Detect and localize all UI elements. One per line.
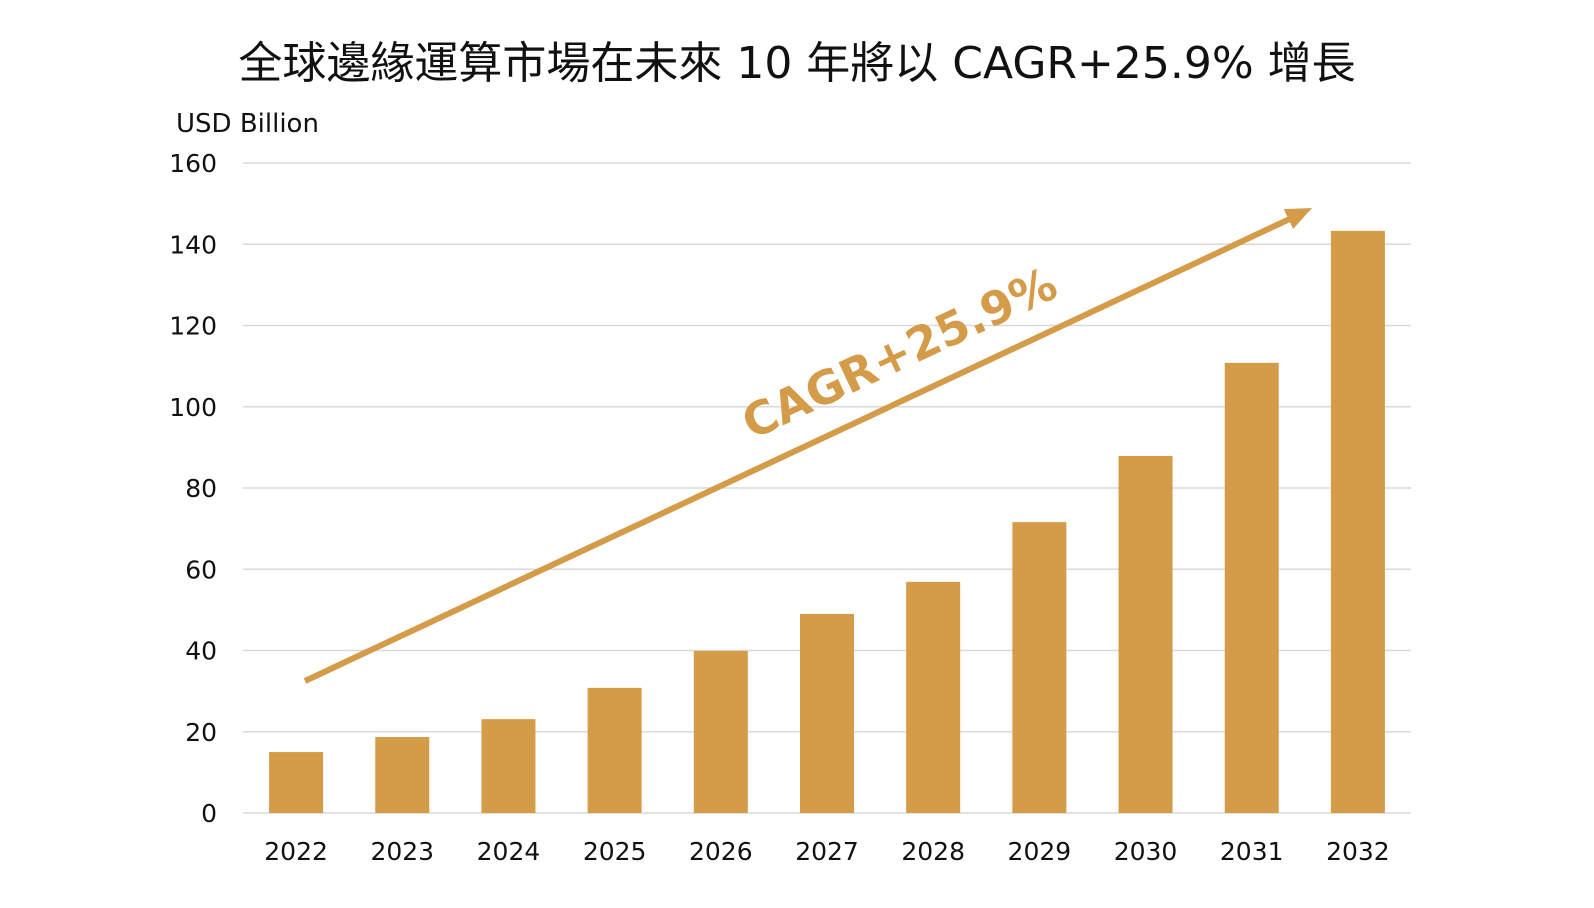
bar-2024 <box>481 719 536 813</box>
y-tick-label: 40 <box>185 637 217 666</box>
y-tick-label: 160 <box>169 149 217 178</box>
y-tick-label: 60 <box>185 555 217 584</box>
bar-2031 <box>1224 362 1279 813</box>
cagr-annotation: CAGR+25.9% <box>734 256 1065 450</box>
x-tick-label: 2030 <box>1114 837 1178 866</box>
arrow-head-icon <box>1283 208 1312 230</box>
chart-title: 全球邊緣運算市場在未來 10 年將以 CAGR+25.9% 增長 <box>238 38 1355 89</box>
x-tick-label: 2022 <box>264 837 328 866</box>
bar-2032 <box>1330 230 1385 813</box>
x-tick-label: 2028 <box>901 837 965 866</box>
bar-2025 <box>587 687 642 813</box>
x-tick-label: 2025 <box>583 837 647 866</box>
y-tick-label: 0 <box>201 799 217 828</box>
x-tick-label: 2031 <box>1220 837 1284 866</box>
bar-2023 <box>375 737 430 813</box>
x-tick-label: 2024 <box>477 837 541 866</box>
x-tick-label: 2029 <box>1008 837 1072 866</box>
y-tick-label: 80 <box>185 474 217 503</box>
bar-2028 <box>906 581 961 813</box>
y-tick-label: 100 <box>169 393 217 422</box>
x-tick-label: 2026 <box>689 837 753 866</box>
y-tick-label: 140 <box>169 230 217 259</box>
y-tick-label: 120 <box>169 312 217 341</box>
bar-2030 <box>1118 455 1173 813</box>
y-tick-label: 20 <box>185 718 217 747</box>
bar-2022 <box>269 752 324 813</box>
bar-2026 <box>693 650 748 813</box>
bar-2027 <box>800 613 854 813</box>
bar-2029 <box>1012 522 1067 813</box>
y-axis-label: USD Billion <box>176 109 319 139</box>
trend-arrow <box>303 213 1298 684</box>
x-tick-label: 2027 <box>795 837 859 866</box>
x-tick-label: 2023 <box>370 837 434 866</box>
x-tick-label: 2032 <box>1326 837 1390 866</box>
